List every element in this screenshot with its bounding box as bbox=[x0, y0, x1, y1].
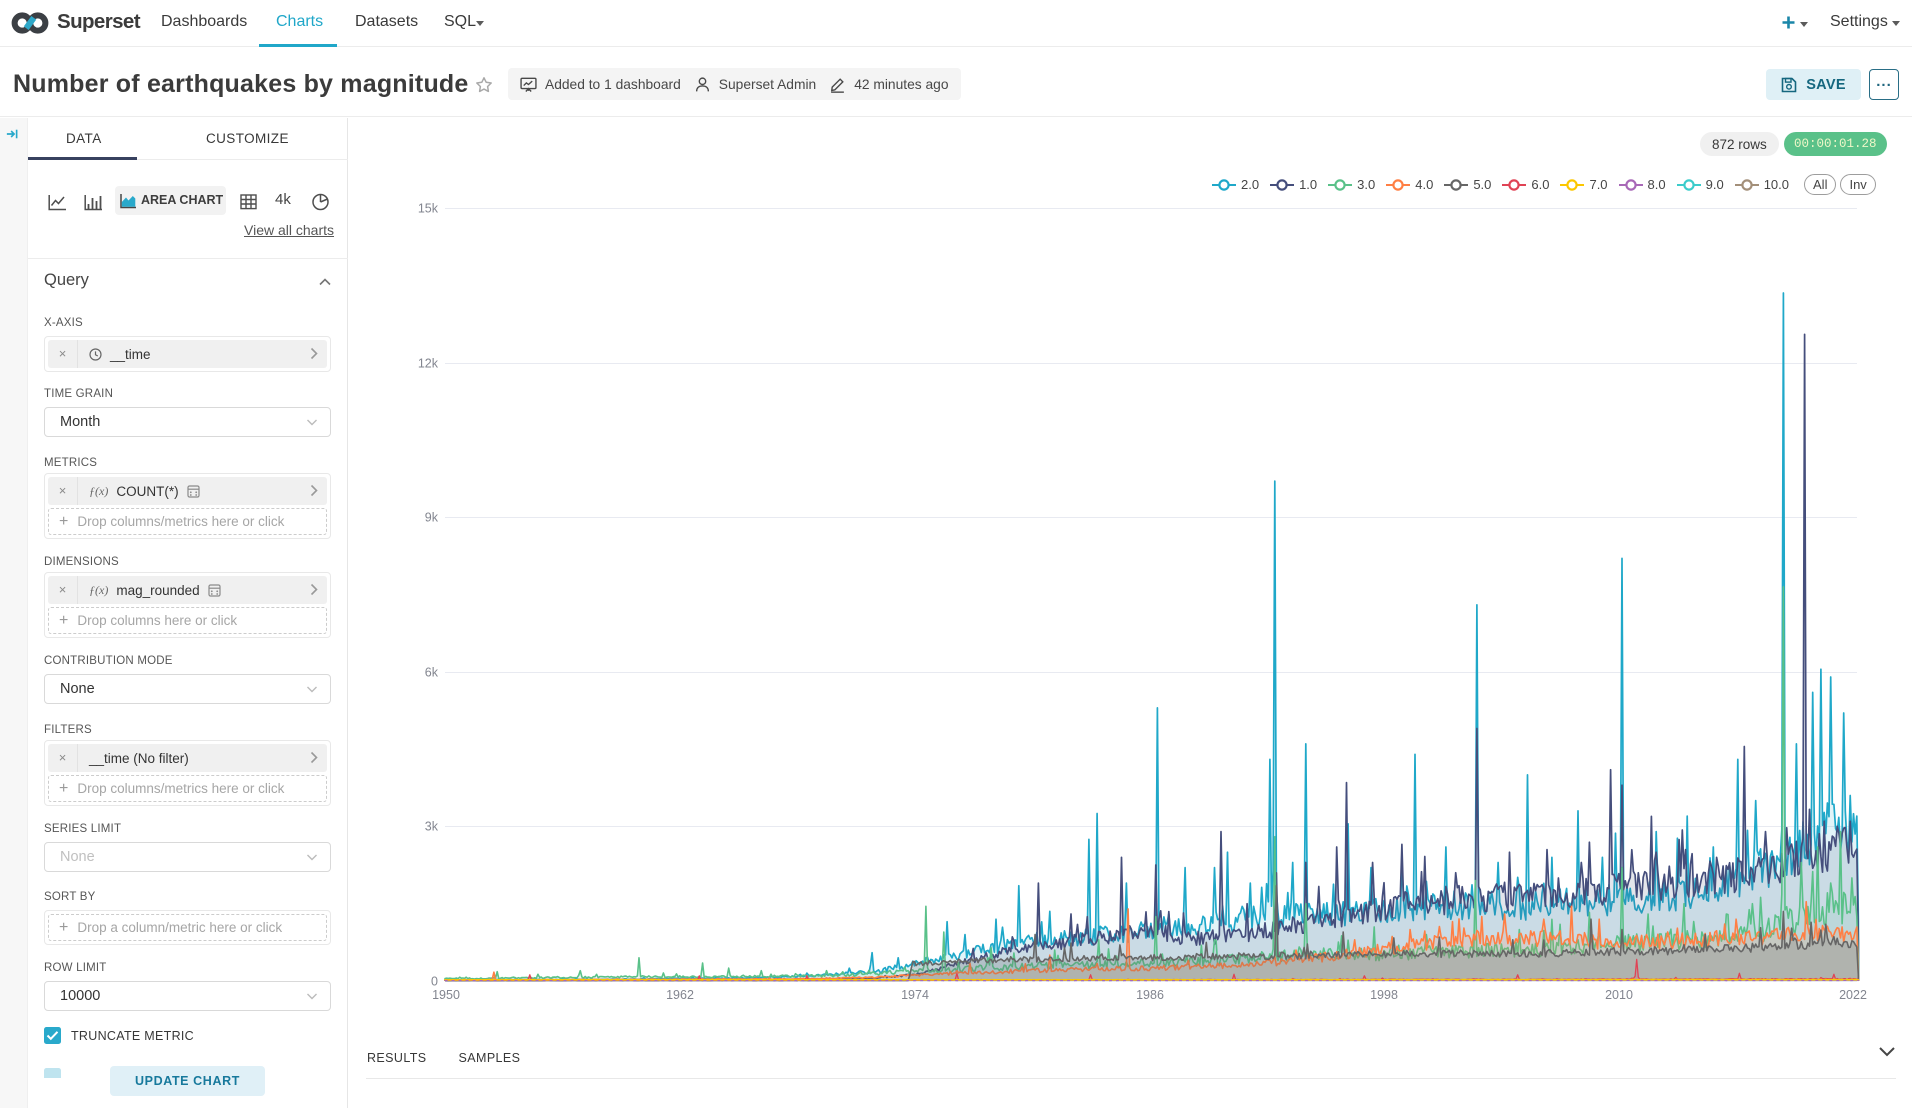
svg-text:2022: 2022 bbox=[1839, 988, 1867, 1002]
svg-text:1986: 1986 bbox=[1136, 988, 1164, 1002]
svg-text:6k: 6k bbox=[425, 666, 439, 680]
svg-text:1962: 1962 bbox=[666, 988, 694, 1002]
svg-text:3k: 3k bbox=[425, 820, 439, 834]
svg-text:9k: 9k bbox=[425, 511, 439, 525]
svg-text:0: 0 bbox=[431, 975, 438, 989]
svg-text:2010: 2010 bbox=[1605, 988, 1633, 1002]
svg-text:1974: 1974 bbox=[901, 988, 929, 1002]
svg-text:1998: 1998 bbox=[1370, 988, 1398, 1002]
svg-text:1950: 1950 bbox=[432, 988, 460, 1002]
svg-text:15k: 15k bbox=[418, 202, 439, 216]
svg-text:12k: 12k bbox=[418, 357, 439, 371]
